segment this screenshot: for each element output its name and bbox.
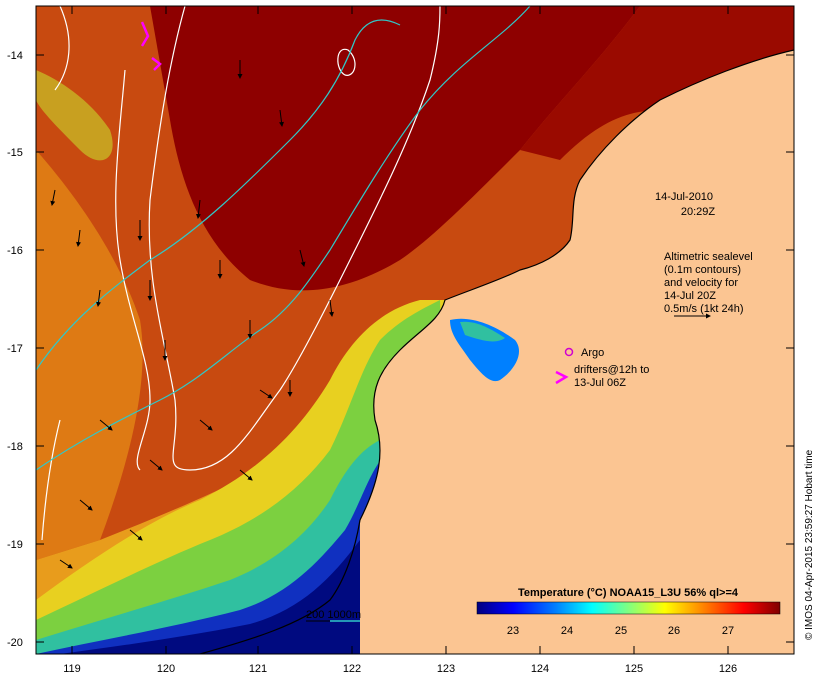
lon-label: 119 — [63, 663, 81, 675]
lon-label: 121 — [249, 663, 267, 675]
warm-core — [150, 6, 640, 291]
longitude-labels: 119 120 121 122 123 124 125 126 — [63, 663, 737, 675]
legend-line: 0.5m/s (1kt 24h) — [664, 303, 743, 315]
drifters-label: drifters@12h to — [574, 364, 649, 376]
time-label: 20:29Z — [681, 206, 716, 218]
lat-label: -14 — [7, 50, 23, 62]
lon-label: 120 — [157, 663, 175, 675]
lon-label: 123 — [437, 663, 455, 675]
coastline — [359, 49, 794, 521]
isobath-200-1000m — [36, 6, 531, 471]
date-label: 14-Jul-2010 — [655, 191, 713, 203]
legend-line: and velocity for — [664, 277, 738, 289]
argo-icon — [564, 347, 574, 357]
lon-label: 124 — [531, 663, 549, 675]
legend-line: Altimetric sealevel — [664, 251, 753, 263]
drifters-label: 13-Jul 06Z — [574, 377, 626, 389]
lat-label: -16 — [7, 245, 23, 257]
colorbar-tick: 23 — [507, 625, 519, 637]
lat-label: -15 — [7, 147, 23, 159]
argo-label: Argo — [581, 347, 604, 359]
lat-label: -20 — [7, 637, 23, 649]
land — [360, 50, 794, 654]
legend-line: 14-Jul 20Z — [664, 290, 716, 302]
lat-label: -18 — [7, 441, 23, 453]
credit-text: © IMOS 04-Apr-2015 23:59:27 Hobart time — [804, 449, 815, 640]
velocity-legend: Altimetric sealevel (0.1m contours) and … — [664, 251, 753, 319]
colorbar-title: Temperature (°C) NOAA15_L3U 56% ql>=4 — [518, 587, 739, 599]
colorbar: Temperature (°C) NOAA15_L3U 56% ql>=4 23… — [476, 587, 781, 637]
colorbar-scale — [476, 601, 781, 615]
sealevel-contours — [41, 6, 441, 541]
lon-label: 122 — [343, 663, 361, 675]
latitude-labels: -14 -15 -16 -17 -18 -19 -20 — [7, 50, 23, 649]
colorbar-tick: 27 — [722, 625, 734, 637]
lon-label: 125 — [625, 663, 643, 675]
drifter-tracks — [140, 21, 162, 71]
drifter-icon — [555, 370, 569, 385]
colorbar-tick: 26 — [668, 625, 680, 637]
colorbar-tick: 25 — [615, 625, 627, 637]
map-frame — [35, 5, 795, 655]
lat-label: -17 — [7, 343, 23, 355]
velocity-vectors — [50, 60, 334, 569]
lon-label: 126 — [719, 663, 737, 675]
lat-label: -19 — [7, 539, 23, 551]
isobath-label: 200 1000m — [306, 609, 361, 621]
colorbar-tick: 24 — [561, 625, 573, 637]
legend-line: (0.1m contours) — [664, 264, 741, 276]
